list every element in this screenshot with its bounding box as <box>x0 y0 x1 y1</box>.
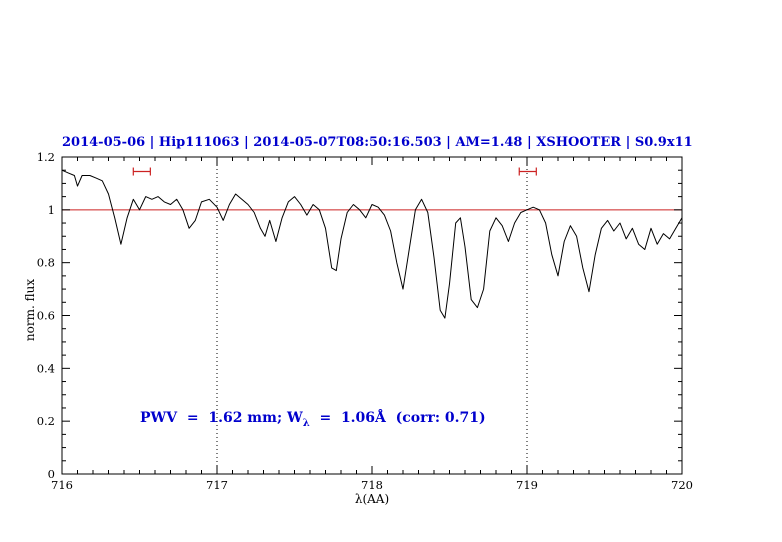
x-tick-label: 719 <box>516 478 538 492</box>
spectrum-line <box>61 169 683 319</box>
x-axis-label: λ(AA) <box>354 492 390 506</box>
pwv-annotation: PWV = 1.62 mm; Wλ = 1.06Å (corr: 0.71) <box>140 410 486 429</box>
x-tick-label: 718 <box>361 478 383 492</box>
pwv-annotation-prefix: PWV = 1.62 mm; W <box>140 410 303 426</box>
y-tick-label: 1.2 <box>37 150 55 164</box>
y-tick-label: 0.8 <box>37 256 55 270</box>
pwv-annotation-suffix: = 1.06Å (corr: 0.71) <box>309 410 486 426</box>
y-tick-label: 1 <box>48 203 55 217</box>
y-tick-label: 0.6 <box>37 309 55 323</box>
y-tick-label: 0 <box>48 467 55 481</box>
x-tick-label: 716 <box>51 478 73 492</box>
y-tick-label: 0.2 <box>37 414 55 428</box>
x-tick-label: 720 <box>671 478 693 492</box>
x-tick-label: 717 <box>206 478 228 492</box>
plot-title: 2014-05-06 | Hip111063 | 2014-05-07T08:5… <box>62 135 693 150</box>
pwv-annotation-lambda-sub: λ <box>302 417 310 429</box>
y-tick-label: 0.4 <box>37 361 55 375</box>
y-axis-label: norm. flux <box>23 278 37 342</box>
